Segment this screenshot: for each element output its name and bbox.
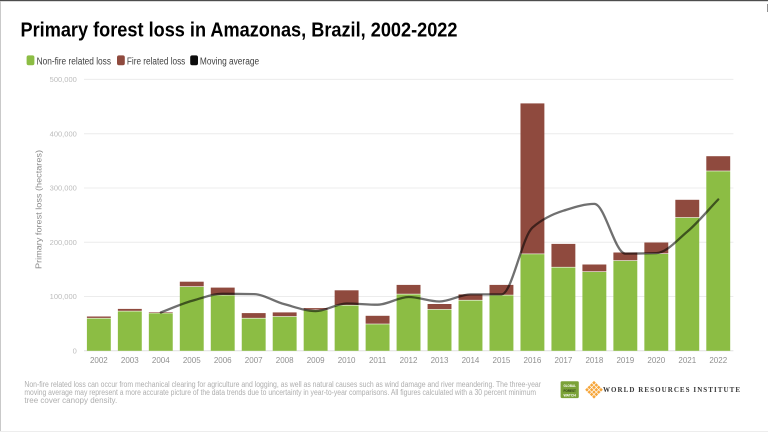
svg-text:FOREST: FOREST	[563, 388, 576, 393]
svg-text:2008: 2008	[276, 356, 294, 365]
svg-text:500,000: 500,000	[50, 75, 77, 84]
svg-text:2014: 2014	[462, 356, 480, 365]
svg-text:WORLD RESOURCES INSTITUTE: WORLD RESOURCES INSTITUTE	[603, 386, 740, 394]
svg-text:2020: 2020	[647, 356, 665, 365]
svg-text:2004: 2004	[152, 356, 170, 365]
svg-text:moving average may represent a: moving average may represent a more accu…	[24, 388, 536, 397]
svg-text:0: 0	[73, 347, 77, 356]
svg-text:2002: 2002	[90, 356, 108, 365]
svg-text:2018: 2018	[585, 356, 603, 365]
svg-text:2009: 2009	[307, 356, 325, 365]
svg-text:100,000: 100,000	[50, 292, 77, 301]
svg-text:2011: 2011	[369, 356, 387, 365]
svg-text:200,000: 200,000	[50, 238, 77, 247]
svg-text:2022: 2022	[709, 356, 727, 365]
svg-text:2013: 2013	[431, 356, 449, 365]
svg-text:Fire related loss: Fire related loss	[127, 56, 185, 67]
svg-text:2006: 2006	[214, 356, 232, 365]
svg-text:Primary forest loss in Amazona: Primary forest loss in Amazonas, Brazil,…	[21, 18, 458, 41]
svg-text:WATCH: WATCH	[563, 393, 576, 398]
svg-text:2016: 2016	[524, 356, 542, 365]
svg-text:2007: 2007	[245, 356, 263, 365]
svg-text:2010: 2010	[338, 356, 356, 365]
svg-text:2012: 2012	[400, 356, 418, 365]
svg-text:Non-fire related loss can occu: Non-fire related loss can occur from mec…	[24, 380, 541, 389]
svg-text:2021: 2021	[678, 356, 696, 365]
svg-text:2015: 2015	[493, 356, 511, 365]
svg-text:2019: 2019	[616, 356, 634, 365]
svg-text:300,000: 300,000	[50, 184, 77, 193]
svg-text:tree cover canopy density.: tree cover canopy density.	[24, 396, 117, 405]
svg-text:Moving average: Moving average	[200, 56, 260, 67]
svg-text:2017: 2017	[555, 356, 573, 365]
svg-text:400,000: 400,000	[50, 129, 77, 138]
svg-text:Primary forest loss (hectares): Primary forest loss (hectares)	[35, 150, 44, 269]
svg-text:Non-fire related loss: Non-fire related loss	[37, 56, 111, 67]
svg-text:2003: 2003	[121, 356, 139, 365]
svg-text:2005: 2005	[183, 356, 201, 365]
svg-text:GLOBAL: GLOBAL	[563, 383, 576, 388]
